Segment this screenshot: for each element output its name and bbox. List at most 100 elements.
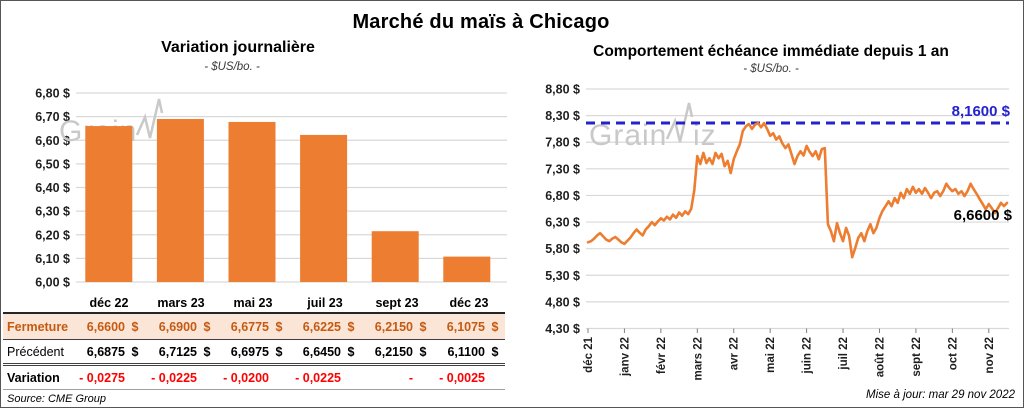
reference-line-label: 8,1600 $ <box>952 103 1011 120</box>
table-cell: 6,2150 $ <box>361 320 433 334</box>
y-axis-label: 6,20 $ <box>35 228 70 242</box>
bar <box>85 126 133 282</box>
line-chart: 4,30 $ 4,80 $ 5,30 $ 5,80 $ 6,30 $ 6,80 $ 7,30… <box>545 83 1013 381</box>
bar <box>300 134 348 282</box>
cell-currency: $ <box>203 319 211 334</box>
source-note: Source: CME Group <box>7 393 107 405</box>
x-axis-label: mai 22 <box>765 337 777 373</box>
y-axis-label: 6,30 $ <box>545 216 580 230</box>
table-cell: 6,6600 $ <box>73 320 145 334</box>
cell-value: 6,7125 <box>158 344 197 359</box>
cell-currency: $ <box>347 344 355 359</box>
table-col-header: juil 23 <box>307 295 343 310</box>
cell-currency: $ <box>419 344 427 359</box>
bar <box>443 256 491 282</box>
cell-currency: $ <box>131 319 139 334</box>
y-axis-label: 8,30 $ <box>545 109 580 123</box>
cell-currency: $ <box>491 319 499 334</box>
row-label: Précédent <box>7 344 64 359</box>
cell-currency: $ <box>203 344 211 359</box>
table-cell: - 0,0275 <box>73 371 145 385</box>
table-cell: 6,7125 $ <box>145 345 217 359</box>
x-axis-label: déc 21 <box>583 336 595 372</box>
bar <box>371 231 419 282</box>
cell-currency: $ <box>491 344 499 359</box>
y-axis-label: 6,70 $ <box>35 110 70 124</box>
table-cell: 6,6875 $ <box>73 345 145 359</box>
page-title: Marché du maïs à Chicago <box>352 11 610 33</box>
cell-value: - 0,0275 <box>79 370 125 385</box>
y-axis-label: 7,80 $ <box>545 136 580 150</box>
cell-value: 6,6975 <box>230 344 269 359</box>
table-col-header: mai 23 <box>233 295 273 310</box>
update-note: Mise à jour: mar 29 nov 2022 <box>866 389 1015 401</box>
y-axis-label: 5,30 $ <box>545 269 580 283</box>
table-header-row: déc 22 mars 23 mai 23 juil 23 sept 23 déc 23 <box>3 293 505 314</box>
cell-value: 6,1100 <box>447 344 485 359</box>
x-axis-label: juil 22 <box>838 337 850 371</box>
table-col-header: déc 22 <box>89 295 129 310</box>
x-axis-label: mars 22 <box>692 337 704 380</box>
row-label: Fermeture <box>7 319 69 334</box>
table-cell: 6,6450 $ <box>289 345 361 359</box>
cell-value: - 0,0225 <box>151 370 197 385</box>
cell-currency: $ <box>275 344 283 359</box>
table-cell: 6,1075 $ <box>433 320 505 334</box>
cell-value: 6,6450 <box>302 344 341 359</box>
watermark-text: Grain <box>589 119 667 152</box>
cell-value: 6,1075 <box>446 319 485 334</box>
bar <box>156 118 204 282</box>
watermark-zigzag-icon <box>135 98 164 139</box>
cell-currency: $ <box>275 319 283 334</box>
y-axis-label: 4,80 $ <box>545 295 580 309</box>
row-label: Variation <box>7 370 60 385</box>
cell-value: 6,2150 <box>374 319 413 334</box>
cell-value: - <box>408 370 413 385</box>
table-cell: - 0,0025 <box>433 371 505 385</box>
y-axis-label: 6,80 $ <box>545 189 580 203</box>
bar-chart-title: Variation journalière <box>161 39 315 56</box>
table-row: Précédent 6,6875 $6,7125 $6,6975 $6,6450 $6,2… <box>3 340 505 366</box>
table-cell: 6,6900 $ <box>145 320 217 334</box>
watermark-text: iz <box>693 119 717 152</box>
cell-value: 6,6875 <box>86 344 125 359</box>
price-line <box>586 121 1009 259</box>
table-cell: - <box>361 371 433 385</box>
cell-value: - 0,0200 <box>223 370 269 385</box>
table-col-header: sept 23 <box>375 295 419 310</box>
table-cell: 6,1100 $ <box>433 345 505 359</box>
cell-value: 6,6775 <box>230 319 269 334</box>
cell-value: 6,6225 <box>302 319 341 334</box>
last-value-label: 6,6600 $ <box>954 207 1013 224</box>
y-axis-label: 6,00 $ <box>35 276 70 290</box>
cell-value: - 0,0025 <box>439 370 485 385</box>
y-axis-label: 8,80 $ <box>545 83 580 97</box>
x-axis-label: oct 22 <box>947 337 959 370</box>
table-row: Variation - 0,0275 - 0,0225 - 0,0200 - 0,022… <box>3 366 505 390</box>
table-cell: 6,6775 $ <box>217 320 289 334</box>
cell-value: 6,2150 <box>374 344 413 359</box>
x-axis-label: juin 22 <box>802 337 814 374</box>
cell-currency: $ <box>419 319 427 334</box>
watermark-zigzag-icon <box>665 102 694 143</box>
bar-chart: 6,00 $ 6,10 $ 6,20 $ 6,30 $ 6,40 $ 6,50 $ 6,60… <box>35 87 507 290</box>
y-axis-label: 6,30 $ <box>35 205 70 219</box>
y-axis-label: 6,10 $ <box>35 252 70 266</box>
x-axis-label: avr 22 <box>729 337 741 370</box>
table-cell: 6,6225 $ <box>289 320 361 334</box>
cell-currency: $ <box>347 319 355 334</box>
y-axis-label: 4,30 $ <box>545 322 580 336</box>
table-cell: 6,6975 $ <box>217 345 289 359</box>
x-axis-label: nov 22 <box>984 337 996 373</box>
table-col-header: déc 23 <box>449 295 489 310</box>
cell-value: 6,6900 <box>158 319 197 334</box>
cell-value: - 0,0225 <box>295 370 341 385</box>
y-axis-label: 7,30 $ <box>545 162 580 176</box>
bar-chart-subtitle: - $US/bo. - <box>204 61 260 73</box>
y-axis-label: 6,40 $ <box>35 181 70 195</box>
x-axis-label: août 22 <box>874 337 886 377</box>
table-cell: 6,2150 $ <box>361 345 433 359</box>
cell-currency: $ <box>131 344 139 359</box>
